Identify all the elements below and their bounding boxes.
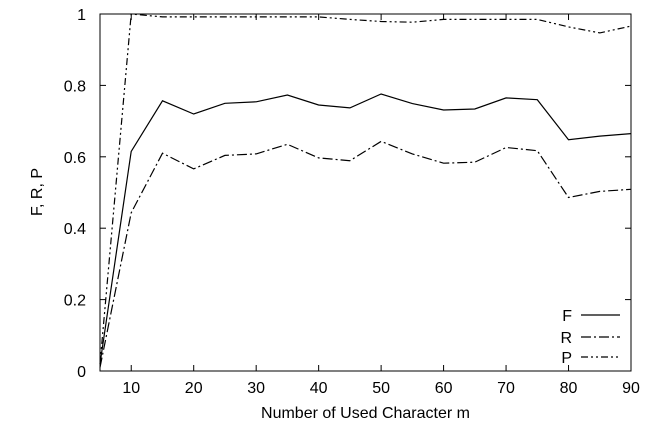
- y-tick-label: 0.2: [64, 293, 86, 310]
- x-tick-label: 40: [310, 380, 328, 397]
- legend-label-f: F: [562, 308, 572, 325]
- x-tick-label: 20: [185, 380, 203, 397]
- x-tick-label: 70: [497, 380, 515, 397]
- x-tick-label: 10: [122, 380, 140, 397]
- legend-label-p: P: [561, 350, 572, 367]
- plot-frame: [99, 13, 632, 372]
- x-tick-label: 50: [372, 380, 390, 397]
- y-tick-label: 0: [77, 364, 86, 381]
- series-line-r: [99, 140, 632, 368]
- series-line-p: [99, 13, 632, 364]
- y-tick-label: 1: [77, 7, 86, 24]
- y-tick-label: 0.4: [64, 221, 86, 238]
- x-tick-label: 30: [247, 380, 265, 397]
- y-axis-ticks: 0 0.2 0.4 0.6 0.8 1: [64, 7, 631, 381]
- y-axis-label: F, R, P: [29, 168, 46, 216]
- y-tick-label: 0.8: [64, 78, 86, 95]
- legend: FRP: [560, 308, 620, 367]
- series-line-f: [99, 93, 632, 364]
- legend-label-r: R: [560, 330, 572, 347]
- y-tick-label: 0.6: [64, 150, 86, 167]
- x-tick-label: 80: [560, 380, 578, 397]
- x-axis-ticks: 10 20 30 40 50 60 70 80 90: [122, 14, 640, 397]
- plot-area-border: [99, 13, 632, 372]
- x-tick-label: 90: [622, 380, 640, 397]
- x-axis-label: Number of Used Character m: [261, 405, 470, 422]
- x-tick-label: 60: [435, 380, 453, 397]
- series-layer: [99, 13, 632, 368]
